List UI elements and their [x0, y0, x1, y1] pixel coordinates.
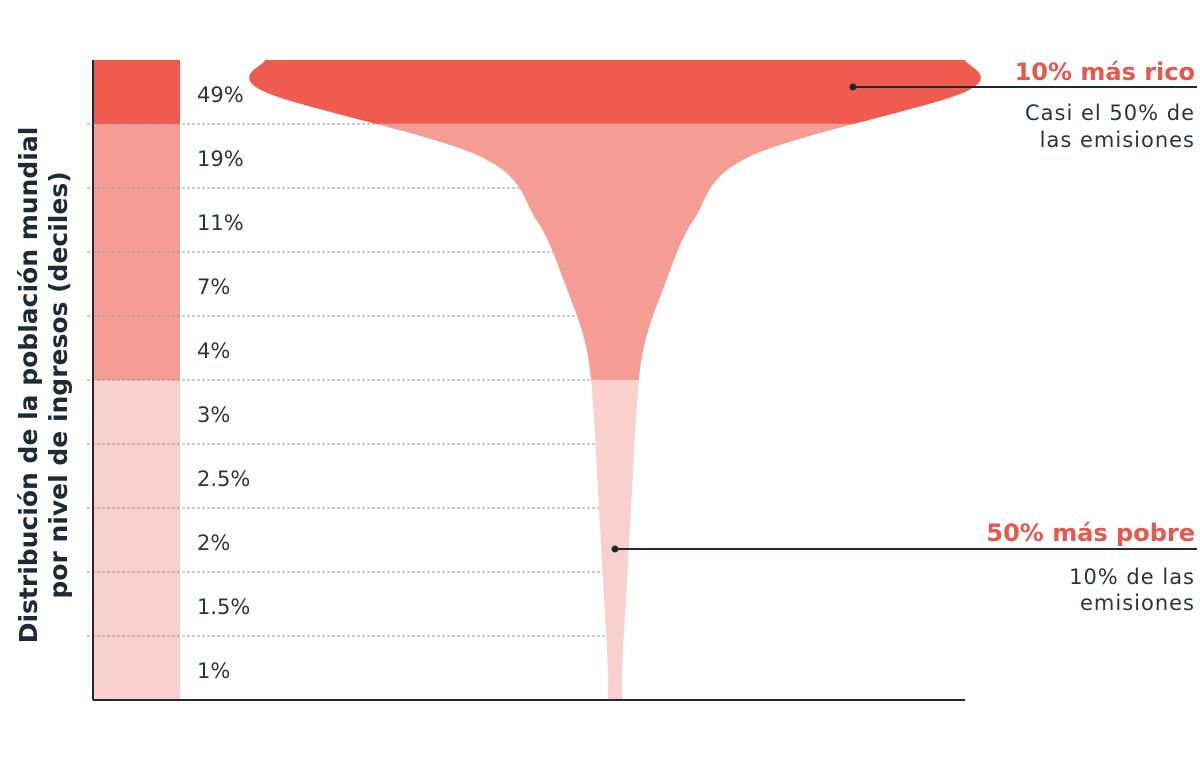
emission-share [591, 379, 639, 445]
emission-share [602, 571, 628, 637]
emission-share [552, 251, 678, 317]
emission-share [595, 443, 635, 509]
annotation-dot [611, 545, 619, 553]
emission-share [606, 635, 624, 700]
decile-band [93, 380, 180, 444]
decile-band [93, 636, 180, 700]
annotation-dot [849, 83, 857, 91]
value-label: 19% [197, 147, 244, 171]
value-label: 7% [197, 275, 230, 299]
value-label: 2% [197, 531, 230, 555]
annotation-text: emisiones [1080, 591, 1195, 615]
annotation-text: 10% de las [1069, 565, 1195, 589]
value-label: 2.5% [197, 467, 250, 491]
value-label: 3% [197, 403, 230, 427]
decile-band [93, 572, 180, 636]
decile-band [93, 316, 180, 380]
decile-band [93, 188, 180, 252]
plot: 49% 19% 11% 7% 4% 3% 2.5% 2% 1.5% 1% 10% más rico C… [87, 58, 1197, 701]
decile-band [93, 508, 180, 572]
decile-band [93, 444, 180, 508]
value-label: 49% [197, 83, 244, 107]
annotation-text: las emisiones [1040, 128, 1195, 152]
emission-share [249, 60, 981, 125]
value-label: 1.5% [197, 595, 250, 619]
emission-share [576, 315, 654, 381]
annotation-title: 10% más rico [1015, 58, 1195, 86]
emission-share [375, 123, 855, 189]
y-axis-label-line: Distribución de la población mundial [14, 127, 43, 644]
annotation-text: Casi el 50% de [1025, 101, 1195, 125]
decile-band [93, 252, 180, 316]
decile-band [93, 124, 180, 188]
decile-band [93, 60, 180, 124]
emission-share [598, 507, 632, 573]
value-label: 11% [197, 211, 244, 235]
y-axis-label: Distribución de la población mundial por… [14, 127, 73, 644]
annotation-title: 50% más pobre [986, 519, 1195, 547]
emission-share [519, 187, 711, 253]
y-axis-label-line: por nivel de ingresos (deciles) [44, 171, 73, 598]
value-label: 1% [197, 659, 230, 683]
value-label: 4% [197, 339, 230, 363]
